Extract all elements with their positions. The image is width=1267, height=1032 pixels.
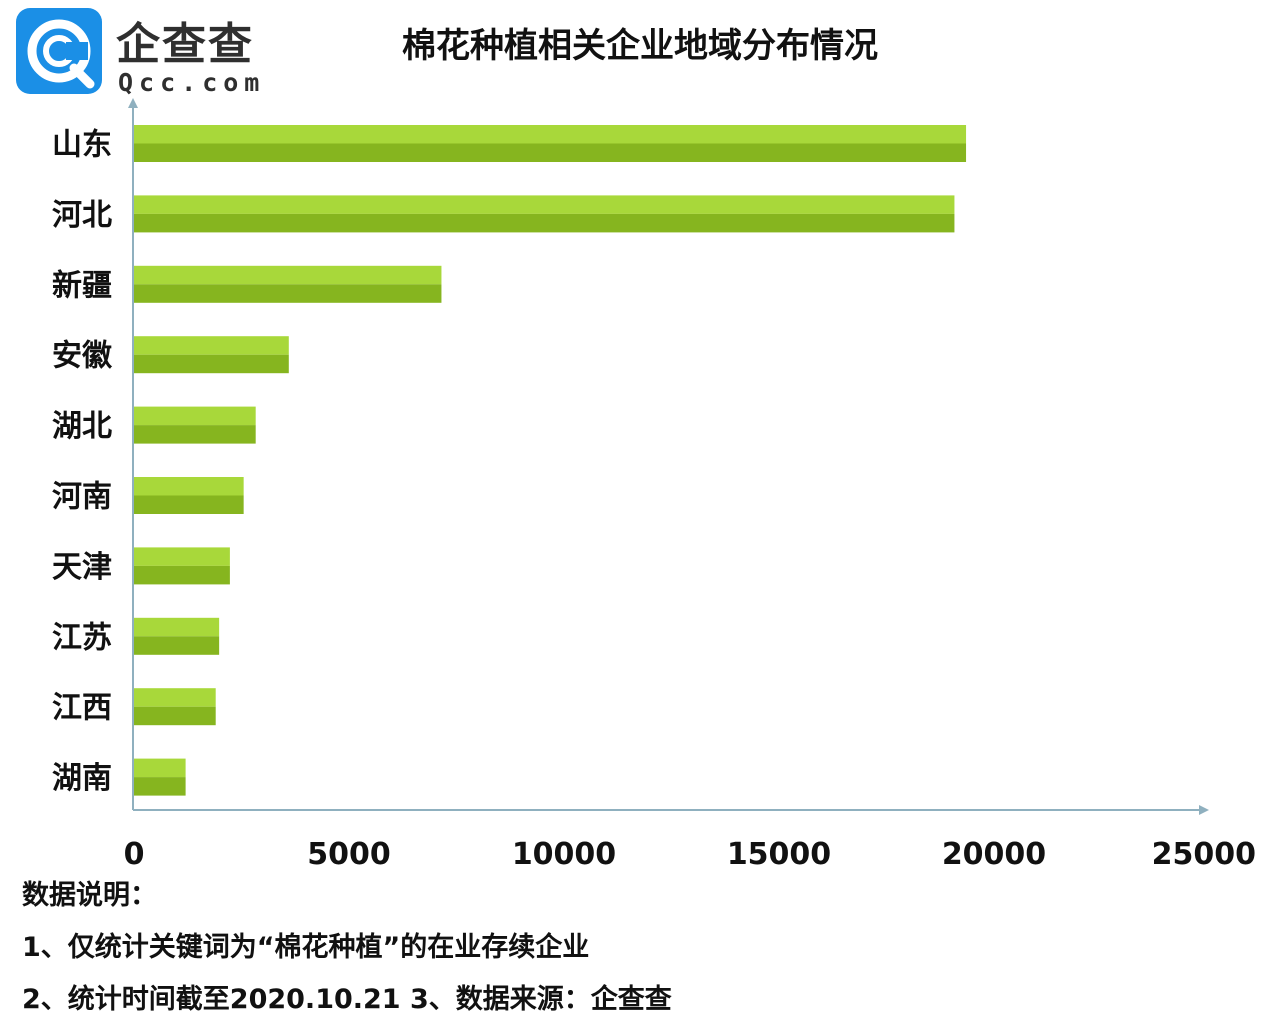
bar-9-bottom xyxy=(134,777,186,796)
bar-3-bottom xyxy=(134,354,289,374)
bar-8-bottom xyxy=(134,706,216,726)
chart-title: 棉花种植相关企业地域分布情况 xyxy=(402,26,878,66)
x-axis-arrow xyxy=(1199,805,1209,815)
category-label-2: 新疆 xyxy=(52,268,112,303)
x-tick-label-1: 5000 xyxy=(307,837,391,872)
qcc-logo-icon xyxy=(16,8,102,94)
category-label-9: 湖南 xyxy=(52,761,112,796)
bar-4-bottom xyxy=(134,425,256,444)
bar-7-bottom xyxy=(134,636,220,655)
logo-text-en: Qcc.com xyxy=(118,68,266,97)
notes-heading: 数据说明： xyxy=(22,880,157,911)
x-tick-label-4: 20000 xyxy=(942,837,1046,872)
category-label-8: 江西 xyxy=(52,691,112,726)
category-label-1: 河北 xyxy=(52,198,112,233)
bar-9-top xyxy=(134,758,186,778)
category-label-3: 安徽 xyxy=(52,339,113,374)
bar-4-top xyxy=(134,406,256,426)
x-tick-label-0: 0 xyxy=(124,837,145,872)
bar-6-bottom xyxy=(134,565,230,585)
bar-5-bottom xyxy=(134,495,244,514)
category-label-4: 湖北 xyxy=(52,409,112,444)
qcc-logo: 企查查 Qcc.com xyxy=(16,8,276,100)
bar-2-bottom xyxy=(134,284,442,303)
bar-7-top xyxy=(134,617,220,637)
notes-line-1: 1、仅统计关键词为“棉花种植”的在业存续企业 xyxy=(22,932,590,963)
logo-text-cn: 企查查 xyxy=(116,19,254,70)
data-notes: 数据说明： 1、仅统计关键词为“棉花种植”的在业存续企业 2、统计时间截至202… xyxy=(22,876,672,1032)
x-tick-label-2: 10000 xyxy=(512,837,616,872)
bar-2-top xyxy=(134,265,442,285)
bar-5-top xyxy=(134,477,244,496)
category-label-6: 天津 xyxy=(52,550,112,585)
bar-1-top xyxy=(134,195,955,214)
bar-8-top xyxy=(134,688,216,707)
x-tick-label-5: 25000 xyxy=(1152,837,1256,872)
y-axis-arrow xyxy=(128,98,138,108)
notes-line-2: 2、统计时间截至2020.10.21 3、数据来源：企查查 xyxy=(22,984,672,1015)
bar-0-bottom xyxy=(134,143,967,162)
category-label-5: 河南 xyxy=(52,480,112,515)
x-tick-label-3: 15000 xyxy=(727,837,831,872)
bar-1-bottom xyxy=(134,213,955,233)
category-label-0: 山东 xyxy=(52,128,112,163)
bar-3-top xyxy=(134,336,289,355)
bar-6-top xyxy=(134,547,230,566)
category-label-7: 江苏 xyxy=(52,620,112,655)
bar-0-top xyxy=(134,125,967,144)
